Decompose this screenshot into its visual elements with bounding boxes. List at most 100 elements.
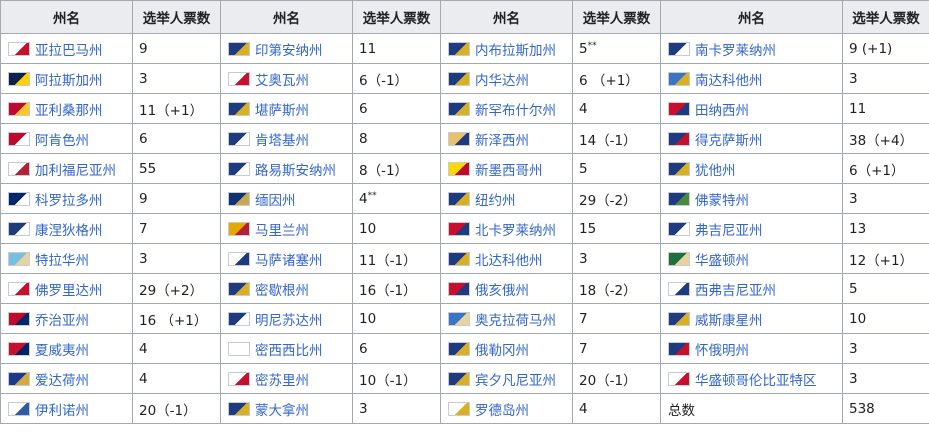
state-flag-icon[interactable] bbox=[228, 71, 250, 86]
state-link[interactable]: 加利福尼亚州 bbox=[35, 162, 116, 179]
state-flag-icon[interactable] bbox=[8, 41, 30, 56]
state-flag-icon[interactable] bbox=[448, 401, 470, 416]
state-flag-icon[interactable] bbox=[668, 41, 690, 56]
state-link[interactable]: 肯塔基州 bbox=[255, 132, 309, 149]
state-flag-icon[interactable] bbox=[8, 311, 30, 326]
state-flag-icon[interactable] bbox=[228, 311, 250, 326]
state-link[interactable]: 奥克拉荷马州 bbox=[475, 312, 556, 329]
state-flag-icon[interactable] bbox=[8, 281, 30, 296]
state-flag-icon[interactable] bbox=[448, 161, 470, 176]
state-flag-icon[interactable] bbox=[668, 161, 690, 176]
state-link[interactable]: 华盛顿哥伦比亚特区 bbox=[695, 372, 817, 389]
state-link[interactable]: 艾奥瓦州 bbox=[255, 72, 309, 89]
state-flag-icon[interactable] bbox=[8, 251, 30, 266]
state-flag-icon[interactable] bbox=[228, 221, 250, 236]
state-link[interactable]: 南卡罗莱纳州 bbox=[695, 42, 776, 59]
state-flag-icon[interactable] bbox=[8, 101, 30, 116]
state-link[interactable]: 乔治亚州 bbox=[35, 312, 89, 329]
state-flag-icon[interactable] bbox=[448, 311, 470, 326]
footnote-marker[interactable]: ** bbox=[587, 40, 597, 51]
state-flag-icon[interactable] bbox=[8, 131, 30, 146]
state-flag-icon[interactable] bbox=[448, 71, 470, 86]
state-flag-icon[interactable] bbox=[668, 221, 690, 236]
state-flag-icon[interactable] bbox=[8, 71, 30, 86]
state-flag-icon[interactable] bbox=[228, 191, 250, 206]
state-flag-icon[interactable] bbox=[668, 191, 690, 206]
state-link[interactable]: 北达科他州 bbox=[475, 252, 543, 269]
state-link[interactable]: 得克萨斯州 bbox=[695, 132, 763, 149]
state-flag-icon[interactable] bbox=[448, 221, 470, 236]
state-link[interactable]: 伊利诺州 bbox=[35, 402, 89, 419]
state-flag-icon[interactable] bbox=[448, 341, 470, 356]
state-link[interactable]: 蒙大拿州 bbox=[255, 402, 309, 419]
state-flag-icon[interactable] bbox=[8, 371, 30, 386]
state-link[interactable]: 夏威夷州 bbox=[35, 342, 89, 359]
state-link[interactable]: 田纳西州 bbox=[695, 102, 749, 119]
state-link[interactable]: 怀俄明州 bbox=[695, 342, 749, 359]
state-flag-icon[interactable] bbox=[8, 401, 30, 416]
state-link[interactable]: 纽约州 bbox=[475, 192, 516, 209]
state-link[interactable]: 内华达州 bbox=[475, 72, 529, 89]
state-flag-icon[interactable] bbox=[228, 101, 250, 116]
state-link[interactable]: 密西西比州 bbox=[255, 342, 323, 359]
state-flag-icon[interactable] bbox=[448, 281, 470, 296]
state-flag-icon[interactable] bbox=[228, 161, 250, 176]
state-link[interactable]: 特拉华州 bbox=[35, 252, 89, 269]
state-link[interactable]: 威斯康星州 bbox=[695, 312, 763, 329]
state-flag-icon[interactable] bbox=[228, 251, 250, 266]
state-link[interactable]: 新罕布什尔州 bbox=[475, 102, 556, 119]
state-flag-icon[interactable] bbox=[668, 311, 690, 326]
state-link[interactable]: 西弗吉尼亚州 bbox=[695, 282, 776, 299]
state-flag-icon[interactable] bbox=[668, 251, 690, 266]
state-flag-icon[interactable] bbox=[448, 251, 470, 266]
state-flag-icon[interactable] bbox=[228, 131, 250, 146]
state-flag-icon[interactable] bbox=[668, 281, 690, 296]
state-link[interactable]: 佛蒙特州 bbox=[695, 192, 749, 209]
state-flag-icon[interactable] bbox=[228, 281, 250, 296]
state-flag-icon[interactable] bbox=[448, 371, 470, 386]
state-link[interactable]: 马里兰州 bbox=[255, 222, 309, 239]
state-link[interactable]: 科罗拉多州 bbox=[35, 192, 103, 209]
state-flag-icon[interactable] bbox=[668, 371, 690, 386]
state-link[interactable]: 路易斯安纳州 bbox=[255, 162, 336, 179]
state-link[interactable]: 密苏里州 bbox=[255, 372, 309, 389]
state-link[interactable]: 宾夕凡尼亚州 bbox=[475, 372, 556, 389]
state-flag-icon[interactable] bbox=[448, 101, 470, 116]
state-link[interactable]: 北卡罗莱纳州 bbox=[475, 222, 556, 239]
state-link[interactable]: 密歇根州 bbox=[255, 282, 309, 299]
state-link[interactable]: 新泽西州 bbox=[475, 132, 529, 149]
state-link[interactable]: 阿拉斯加州 bbox=[35, 72, 103, 89]
state-flag-icon[interactable] bbox=[668, 101, 690, 116]
state-flag-icon[interactable] bbox=[668, 71, 690, 86]
state-link[interactable]: 华盛顿州 bbox=[695, 252, 749, 269]
state-flag-icon[interactable] bbox=[8, 341, 30, 356]
state-flag-icon[interactable] bbox=[8, 221, 30, 236]
state-flag-icon[interactable] bbox=[8, 191, 30, 206]
state-flag-icon[interactable] bbox=[448, 131, 470, 146]
state-flag-icon[interactable] bbox=[228, 371, 250, 386]
state-link[interactable]: 弗吉尼亚州 bbox=[695, 222, 763, 239]
state-flag-icon[interactable] bbox=[228, 401, 250, 416]
state-link[interactable]: 罗德岛州 bbox=[475, 402, 529, 419]
state-flag-icon[interactable] bbox=[228, 341, 250, 356]
state-flag-icon[interactable] bbox=[668, 131, 690, 146]
state-link[interactable]: 犹他州 bbox=[695, 162, 736, 179]
state-link[interactable]: 爱达荷州 bbox=[35, 372, 89, 389]
state-link[interactable]: 亚拉巴马州 bbox=[35, 42, 103, 59]
state-link[interactable]: 阿肯色州 bbox=[35, 132, 89, 149]
state-link[interactable]: 俄亥俄州 bbox=[475, 282, 529, 299]
state-flag-icon[interactable] bbox=[668, 341, 690, 356]
state-link[interactable]: 马萨诸塞州 bbox=[255, 252, 323, 269]
footnote-marker[interactable]: ** bbox=[367, 190, 377, 201]
state-flag-icon[interactable] bbox=[448, 41, 470, 56]
state-link[interactable]: 内布拉斯加州 bbox=[475, 42, 556, 59]
state-link[interactable]: 南达科他州 bbox=[695, 72, 763, 89]
state-link[interactable]: 缅因州 bbox=[255, 192, 296, 209]
state-link[interactable]: 堪萨斯州 bbox=[255, 102, 309, 119]
state-link[interactable]: 印第安纳州 bbox=[255, 42, 323, 59]
state-flag-icon[interactable] bbox=[448, 191, 470, 206]
state-flag-icon[interactable] bbox=[8, 161, 30, 176]
state-link[interactable]: 亚利桑那州 bbox=[35, 102, 103, 119]
state-link[interactable]: 康涅狄格州 bbox=[35, 222, 103, 239]
state-flag-icon[interactable] bbox=[228, 41, 250, 56]
